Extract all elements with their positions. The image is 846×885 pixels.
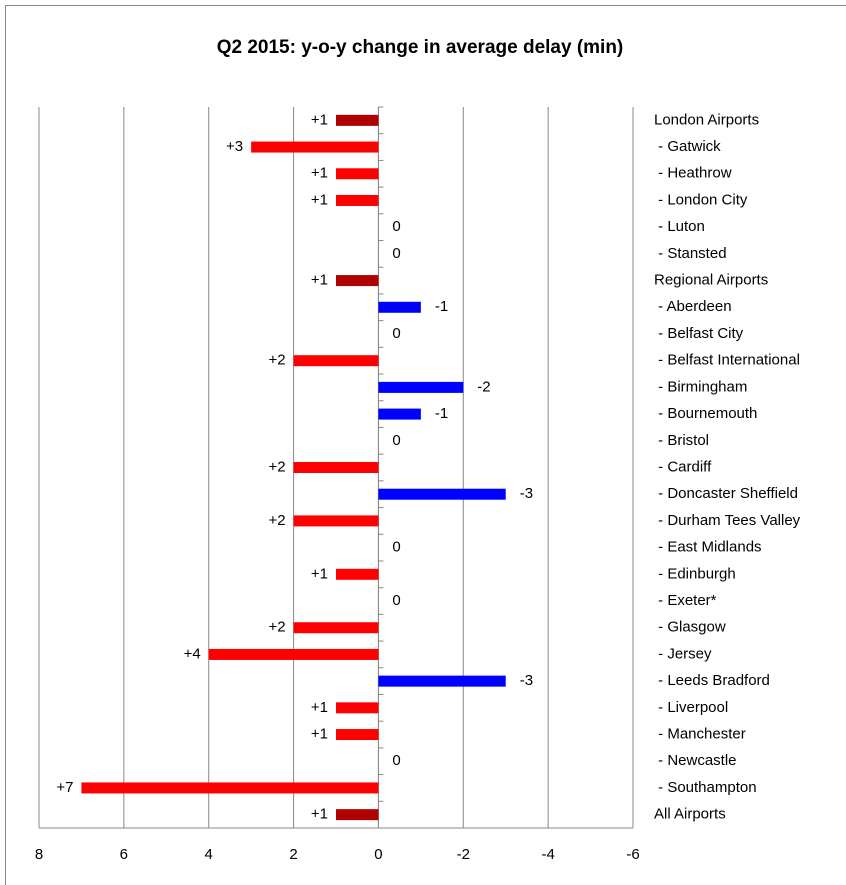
category-label: - Bournemouth xyxy=(654,405,757,422)
category-label: - Belfast International xyxy=(654,352,800,369)
value-label: 0 xyxy=(392,592,400,609)
value-label: +2 xyxy=(268,352,285,369)
value-label: +1 xyxy=(311,806,328,823)
bar xyxy=(336,114,379,126)
category-label: - East Midlands xyxy=(654,539,762,556)
value-label: +1 xyxy=(311,111,328,128)
value-label: +1 xyxy=(311,165,328,182)
bar xyxy=(378,381,464,393)
value-label: +2 xyxy=(268,458,285,475)
category-label: - London City xyxy=(654,191,748,208)
bar xyxy=(336,729,379,741)
bar xyxy=(293,515,379,527)
x-tick-label: 0 xyxy=(374,846,382,863)
category-label: - Stansted xyxy=(654,245,727,262)
x-tick-label: -4 xyxy=(541,846,554,863)
category-label: - Jersey xyxy=(654,645,712,662)
category-label: - Manchester xyxy=(654,726,746,743)
bar xyxy=(336,702,379,714)
category-label: - Durham Tees Valley xyxy=(654,512,801,529)
bar xyxy=(251,141,379,153)
value-label: -2 xyxy=(477,378,490,395)
value-label: 0 xyxy=(392,539,400,556)
value-label: 0 xyxy=(392,432,400,449)
category-label: - Heathrow xyxy=(654,165,732,182)
category-label: - Bristol xyxy=(654,432,709,449)
value-label: +3 xyxy=(226,138,243,155)
category-label: - Newcastle xyxy=(654,752,737,769)
bar xyxy=(208,648,379,660)
value-label: +4 xyxy=(184,645,201,662)
bar xyxy=(293,355,379,367)
category-label: London Airports xyxy=(654,111,759,128)
bar xyxy=(378,408,421,420)
bar xyxy=(336,809,379,821)
value-label: -1 xyxy=(435,405,448,422)
value-label: +1 xyxy=(311,726,328,743)
bar xyxy=(336,275,379,287)
chart-title: Q2 2015: y-o-y change in average delay (… xyxy=(217,37,624,58)
category-label: - Belfast City xyxy=(654,325,744,342)
category-label: - Gatwick xyxy=(654,138,721,155)
bar xyxy=(378,675,506,687)
bar xyxy=(293,462,379,473)
value-label: 0 xyxy=(392,245,400,262)
category-label: - Birmingham xyxy=(654,378,747,395)
category-label: - Exeter* xyxy=(654,592,717,609)
value-label: 0 xyxy=(392,752,400,769)
value-label: +2 xyxy=(268,512,285,529)
category-label: - Southampton xyxy=(654,779,757,796)
bar xyxy=(81,782,379,794)
category-label: - Cardiff xyxy=(654,458,712,475)
bar xyxy=(378,488,506,500)
x-tick-label: 4 xyxy=(205,846,213,863)
value-label: +1 xyxy=(311,565,328,582)
category-label: - Luton xyxy=(654,218,705,235)
category-label: - Edinburgh xyxy=(654,565,736,582)
category-label: - Glasgow xyxy=(654,619,726,636)
bar xyxy=(336,568,379,580)
category-label: - Aberdeen xyxy=(654,298,732,315)
category-label: All Airports xyxy=(654,806,726,823)
x-tick-label: -2 xyxy=(457,846,470,863)
category-label: - Liverpool xyxy=(654,699,728,716)
value-label: -3 xyxy=(520,672,533,689)
value-label: 0 xyxy=(392,218,400,235)
chart-border xyxy=(5,5,846,885)
value-label: +1 xyxy=(311,191,328,208)
x-tick-label: 6 xyxy=(120,846,128,863)
category-label: Regional Airports xyxy=(654,272,768,289)
x-tick-label: -6 xyxy=(626,846,639,863)
value-label: +1 xyxy=(311,699,328,716)
x-tick-label: 8 xyxy=(35,846,43,863)
bar xyxy=(378,301,421,313)
category-label: - Leeds Bradford xyxy=(654,672,770,689)
value-label: -3 xyxy=(520,485,533,502)
value-label: -1 xyxy=(435,298,448,315)
bar xyxy=(336,194,379,206)
value-label: +1 xyxy=(311,272,328,289)
value-label: +7 xyxy=(56,779,73,796)
value-label: 0 xyxy=(392,325,400,342)
bar xyxy=(336,168,379,180)
x-tick-label: 2 xyxy=(289,846,297,863)
value-label: +2 xyxy=(268,619,285,636)
bar xyxy=(293,622,379,634)
category-label: - Doncaster Sheffield xyxy=(654,485,798,502)
